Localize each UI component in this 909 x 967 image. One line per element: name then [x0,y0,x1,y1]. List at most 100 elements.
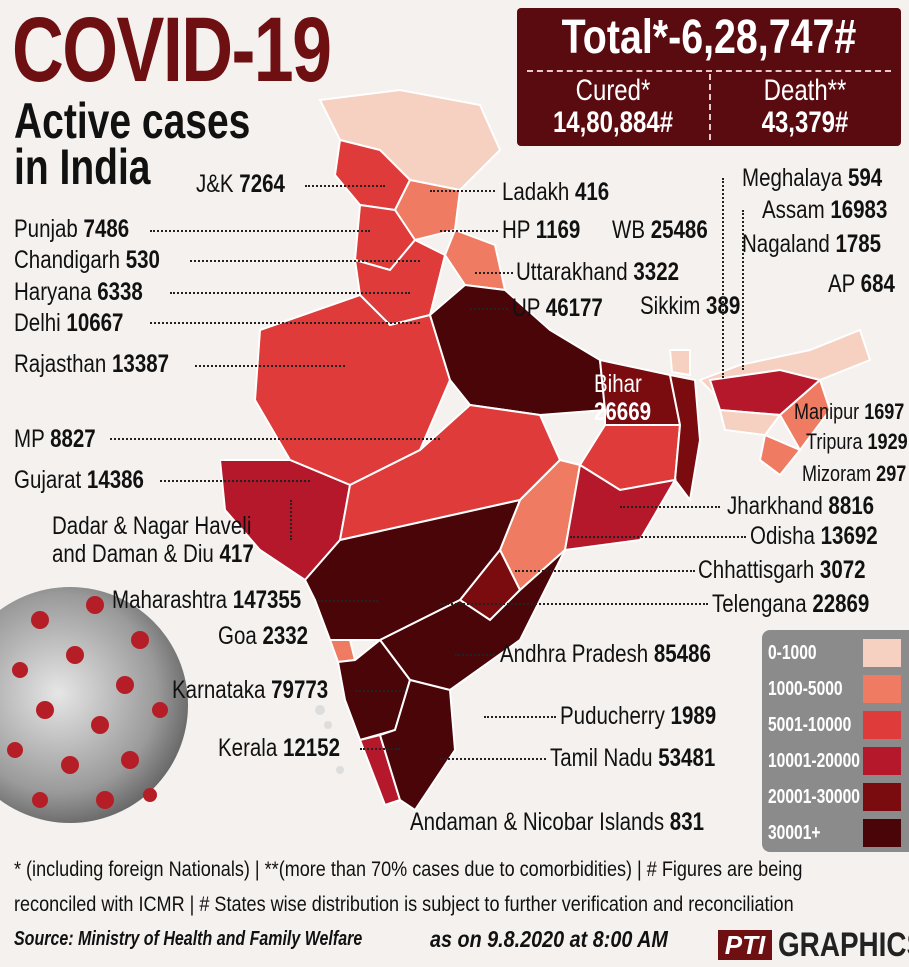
map-region-meghalaya [718,408,782,437]
cured-label: Cured* [575,74,651,107]
label-rajasthan: Rajasthan 13387 [14,350,170,378]
legend-swatch [863,711,901,739]
pti-graphics-text: GRAPHICS [778,926,909,964]
label-tamilnadu: Tamil Nadu 53481 [550,744,716,772]
leader-tamilnadu [440,758,546,760]
label-dadra: Dadar & Nagar Haveli and Daman & Diu 417 [52,512,254,568]
label-jk: J&K 7264 [196,170,285,198]
map-region-goa [328,639,357,664]
label-nagaland: Nagaland 1785 [742,230,882,258]
totals-vertical-divider [709,74,711,140]
label-up: UP 46177 [512,294,603,322]
label-kerala: Kerala 12152 [218,734,340,762]
label-bihar: Bihar 26669 [594,370,652,426]
legend-label: 30001+ [768,822,821,844]
leader-gujarat [160,480,310,482]
label-wb: WB 25486 [612,216,708,244]
leader-telengana [440,603,708,605]
leader-chhattisgarh [515,570,695,572]
label-assam: Assam 16983 [762,196,888,224]
leader-haryana [170,292,410,294]
map-lakshadweep [315,705,325,715]
source-credit: Source: Ministry of Health and Family We… [14,928,363,950]
label-maharashtra: Maharashtra 147355 [112,586,302,614]
death-value: 43,379# [761,106,849,139]
label-haryana: Haryana 6338 [14,278,143,306]
legend-row: 1000-5000 [762,672,909,706]
legend-swatch [863,747,901,775]
pti-logo-icon: PTI [718,930,772,960]
leader-ladakh [430,190,495,192]
india-map-icon [220,88,872,812]
as-of-date: as on 9.8.2020 at 8:00 AM [430,926,668,952]
label-meghalaya: Meghalaya 594 [742,164,883,192]
legend-label: 0-1000 [768,642,817,664]
legend-row: 0-1000 [762,636,909,670]
label-tripura: Tripura 1929 [806,429,908,454]
cured-value: 14,80,884# [552,106,674,139]
map-legend: 0-1000 1000-5000 5001-10000 10001-20000 … [762,630,909,852]
leader-maharashtra [318,600,378,602]
label-goa: Goa 2332 [218,622,309,650]
label-chandigarh: Chandigarh 530 [14,246,160,274]
label-uttarakhand: Uttarakhand 3322 [516,258,680,286]
label-sikkim: Sikkim 389 [640,292,741,320]
total-cases: Total*-6,28,747# [561,11,857,64]
virus-illustration-icon [0,587,188,823]
leader-assam [742,210,744,370]
totals-panel: Total*-6,28,747# Cured* 14,80,884# Death… [517,8,901,146]
death-label: Death** [763,74,847,107]
legend-row: 10001-20000 [762,744,909,778]
legend-row: 20001-30000 [762,780,909,814]
legend-label: 10001-20000 [768,750,860,772]
map-region-manipur [778,378,832,452]
page-subtitle: Active cases in India [14,93,251,195]
label-ladakh: Ladakh 416 [502,178,610,206]
legend-swatch [863,819,901,847]
leader-chandigarh [190,260,420,262]
leader-up [470,308,508,310]
label-ap: AP 684 [828,270,895,298]
legend-swatch [863,675,901,703]
label-andaman: Andaman & Nicobar Islands 831 [410,808,705,836]
leader-meghalaya [722,178,724,378]
label-karnataka: Karnataka 79773 [172,676,329,704]
footnote-line-2: reconciled with ICMR | # States wise dis… [14,893,794,916]
label-hp: HP 1169 [502,216,581,244]
leader-uttarakhand [475,272,513,274]
label-chhattisgarh: Chhattisgarh 3072 [698,556,866,584]
leader-dadra [290,500,292,540]
subtitle-line-1: Active cases [14,93,251,149]
legend-label: 5001-10000 [768,714,852,736]
label-delhi: Delhi 10667 [14,309,124,337]
map-region-wb [668,373,702,503]
label-telengana: Telengana 22869 [712,590,870,618]
map-region-uttarakhand [443,228,507,292]
label-odisha: Odisha 13692 [750,522,878,550]
leader-kerala [360,748,400,750]
label-mizoram: Mizoram 297 [802,461,907,486]
leader-andhra [455,654,495,656]
legend-row: 30001+ [762,816,909,850]
leader-rajasthan [195,365,345,367]
leader-punjab [150,230,370,232]
legend-label: 20001-30000 [768,786,860,808]
label-andhra: Andhra Pradesh 85486 [500,640,711,668]
legend-swatch [863,783,901,811]
leader-delhi [150,322,420,324]
leader-hp [440,230,498,232]
totals-divider [527,70,891,72]
label-punjab: Punjab 7486 [14,215,130,243]
map-region-rajasthan [253,293,452,487]
label-jharkhand: Jharkhand 8816 [727,492,875,520]
legend-row: 5001-10000 [762,708,909,742]
pti-graphics-brand: PTI GRAPHICS [718,926,909,964]
map-region-tamilnadu [378,678,457,812]
label-puducherry: Puducherry 1989 [560,702,717,730]
leader-jharkhand [620,506,720,508]
subtitle-line-2: in India [14,139,151,195]
map-region-tripura [758,433,802,477]
page-title: COVID-19 [12,0,332,101]
legend-label: 1000-5000 [768,678,843,700]
legend-swatch [863,639,901,667]
